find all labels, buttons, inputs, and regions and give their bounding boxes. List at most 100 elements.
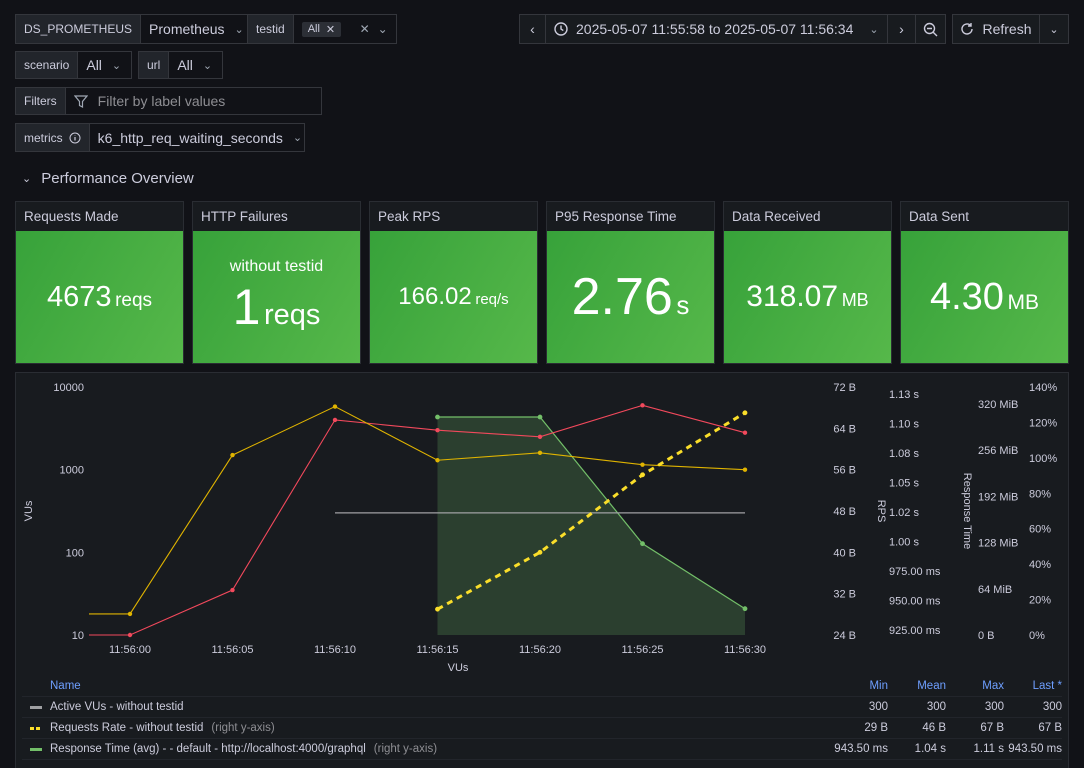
stat-title: Data Received	[732, 209, 821, 224]
url-select[interactable]: All ⌄	[169, 51, 224, 79]
right-axis-tick-label: 192 MiB	[978, 491, 1018, 503]
chevron-down-icon: ⌄	[292, 132, 303, 144]
filters-variable: Filters Filter by label values	[15, 87, 322, 115]
response-time-area	[437, 417, 745, 635]
testid-variable: testid All ✕ ✕ ⌄	[247, 14, 397, 44]
legend-header-name[interactable]: Name	[50, 680, 81, 692]
zoom-out-button[interactable]	[916, 14, 946, 44]
legend-min: 300	[868, 701, 888, 713]
orange-series-point	[640, 462, 645, 467]
clock-icon	[554, 22, 568, 36]
x-tick-label: 11:56:10	[314, 644, 356, 656]
scenario-select[interactable]: All ⌄	[78, 51, 133, 79]
right-axis-tick-label: 20%	[1029, 595, 1051, 607]
orange-series-point	[435, 458, 440, 463]
right-axis-tick-label: 32 B	[833, 589, 856, 601]
time-range-button[interactable]: 2025-05-07 11:55:58 to 2025-05-07 11:56:…	[546, 14, 888, 44]
filters-input[interactable]: Filter by label values	[65, 87, 322, 115]
stat-body: 318.07 MB	[724, 231, 891, 363]
legend-header-last[interactable]: Last *	[1032, 680, 1062, 692]
chevron-right-icon: ›	[899, 21, 904, 37]
testid-label: testid	[247, 14, 294, 44]
section-title: Performance Overview	[41, 170, 194, 187]
legend-last: 943.50 ms	[1008, 743, 1062, 755]
legend-min: 29 B	[864, 722, 888, 734]
legend-row[interactable]: Response Time (avg) - - default - http:/…	[22, 739, 1062, 760]
stat-data-received: Data Received 318.07 MB	[723, 201, 892, 364]
right-axis-tick-label: 128 MiB	[978, 538, 1018, 550]
legend-header-max[interactable]: Max	[982, 680, 1004, 692]
right-axis-tick-label: 64 B	[833, 423, 856, 435]
testid-select[interactable]: All ✕ ✕ ⌄	[293, 14, 397, 44]
response-time-point	[640, 541, 645, 547]
time-forward-button[interactable]: ›	[888, 14, 916, 44]
chevron-down-icon: ⌄	[1049, 23, 1059, 36]
legend-row[interactable]: Requests Rate - without testid (right y-a…	[22, 718, 1062, 739]
right-axis-tick-label: 975.00 ms	[889, 566, 941, 578]
legend-mean: 1.04 s	[914, 743, 946, 755]
orange-series-point	[127, 611, 133, 617]
stat-subtitle: without testid	[229, 258, 324, 275]
legend-header: Name Min Mean Max Last *	[22, 676, 1062, 697]
y-tick-label: 10000	[53, 382, 84, 394]
x-tick-label: 11:56:25	[621, 644, 663, 656]
chevron-down-icon: ⌄	[869, 23, 879, 36]
stat-unit: s	[676, 290, 690, 320]
series-swatch	[30, 705, 42, 709]
right-axis-tick-label: 1.05 s	[889, 478, 919, 490]
orange-series-line	[89, 405, 746, 615]
row-header-performance[interactable]: ⌄ Performance Overview	[22, 170, 194, 187]
info-icon[interactable]	[69, 132, 81, 144]
stat-value: 4673	[46, 280, 112, 313]
refresh-button[interactable]: Refresh	[952, 14, 1040, 44]
x-tick-label: 11:56:05	[211, 644, 253, 656]
legend-series-name: Response Time (avg) - - default - http:/…	[50, 743, 366, 755]
stat-p95-response: P95 Response Time 2.76 s	[546, 201, 715, 364]
red-series-point	[435, 428, 440, 433]
legend-series-name: Requests Rate - without testid	[50, 722, 204, 734]
stat-title: HTTP Failures	[201, 209, 288, 224]
requests-rate-line	[436, 411, 746, 611]
legend-header-mean[interactable]: Mean	[917, 680, 946, 692]
series-swatch	[30, 726, 42, 730]
legend-header-min[interactable]: Min	[869, 680, 888, 692]
stat-value: 318.07	[746, 280, 839, 313]
stat-title: Data Sent	[909, 209, 970, 224]
x-tick-label: 11:56:00	[109, 644, 151, 656]
clear-icon[interactable]: ✕	[359, 22, 370, 36]
legend-series-name: Active VUs - without testid	[50, 701, 184, 713]
right-axis-tick-label: 140%	[1029, 382, 1057, 394]
metrics-variable: metrics k6_http_req_waiting_seconds ⌄	[15, 123, 305, 152]
testid-tag: All ✕	[301, 21, 342, 37]
legend-max: 1.11 s	[973, 743, 1004, 755]
datasource-value: Prometheus	[149, 21, 225, 37]
time-back-button[interactable]: ‹	[519, 14, 546, 44]
timeseries-panel: 10000 1000 100 10 VUs 11:56:00 11:56:05 11:56:1…	[15, 372, 1069, 768]
datasource-select[interactable]: Prometheus ⌄	[141, 14, 252, 44]
y-axis-label: VUs	[23, 500, 35, 521]
refresh-icon	[961, 23, 974, 35]
right-axis-label: RPS	[875, 500, 887, 523]
stat-unit: MB	[1007, 290, 1040, 314]
chevron-down-icon: ⌄	[202, 59, 213, 72]
stat-value: 4.30	[929, 275, 1004, 318]
refresh-picker: Refresh ⌄	[952, 14, 1069, 44]
right-axis-tick-label: 0 B	[978, 630, 995, 642]
legend-axis-note: (right y-axis)	[211, 722, 275, 734]
y-tick-label: 1000	[60, 465, 84, 477]
orange-series-point	[742, 467, 748, 472]
right-axis-tick-label: 48 B	[833, 506, 856, 518]
right-axis-tick-label: 1.10 s	[889, 419, 919, 431]
chevron-left-icon: ‹	[530, 21, 535, 37]
time-picker: ‹ 2025-05-07 11:55:58 to 2025-05-07 11:5…	[519, 14, 946, 44]
metrics-select[interactable]: k6_http_req_waiting_seconds ⌄	[89, 123, 305, 152]
refresh-interval-button[interactable]: ⌄	[1040, 14, 1069, 44]
datasource-variable: DS_PROMETHEUS Prometheus ⌄	[15, 14, 252, 44]
orange-series-point	[230, 452, 235, 458]
timeseries-chart[interactable]: 10000 1000 100 10 VUs 11:56:00 11:56:05 11:56:1…	[16, 373, 1070, 674]
legend-row[interactable]: Active VUs - without testid 300 300 300 …	[22, 697, 1062, 718]
close-icon[interactable]: ✕	[325, 23, 336, 36]
legend-min: 943.50 ms	[834, 743, 888, 755]
orange-series-point	[537, 450, 543, 455]
chevron-down-icon: ⌄	[234, 23, 244, 36]
